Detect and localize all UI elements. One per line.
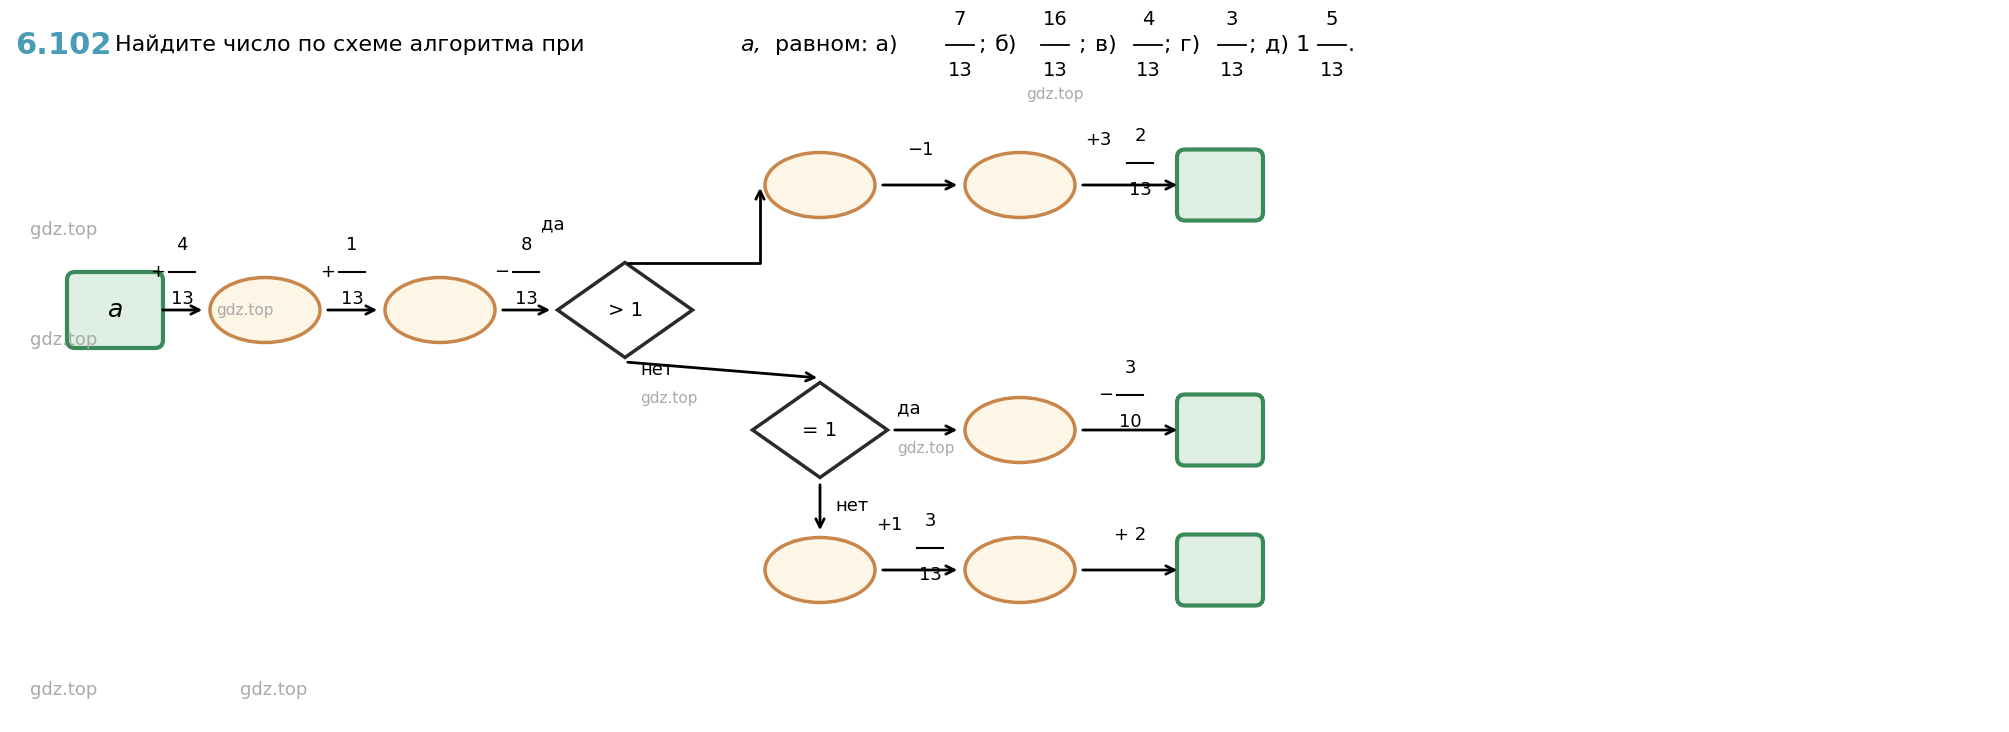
Text: 13: 13 bbox=[514, 290, 538, 308]
Text: 6.102: 6.102 bbox=[14, 31, 113, 59]
Text: д) 1: д) 1 bbox=[1266, 35, 1310, 55]
Text: +3: +3 bbox=[1085, 131, 1113, 149]
Text: да: да bbox=[896, 399, 920, 417]
Text: Найдите число по схеме алгоритма при: Найдите число по схеме алгоритма при bbox=[115, 34, 585, 55]
Text: 13: 13 bbox=[171, 290, 193, 308]
Text: gdz.top: gdz.top bbox=[30, 221, 96, 239]
Text: −: − bbox=[1097, 386, 1113, 404]
Text: 1: 1 bbox=[346, 236, 358, 254]
Text: 2: 2 bbox=[1135, 127, 1145, 145]
Ellipse shape bbox=[765, 152, 876, 217]
Ellipse shape bbox=[211, 277, 319, 343]
Text: 10: 10 bbox=[1119, 413, 1141, 431]
Text: gdz.top: gdz.top bbox=[239, 681, 307, 699]
Text: 13: 13 bbox=[948, 61, 972, 80]
Text: gdz.top: gdz.top bbox=[217, 302, 273, 318]
Text: −: − bbox=[494, 263, 508, 281]
Ellipse shape bbox=[964, 397, 1075, 463]
Polygon shape bbox=[559, 263, 693, 357]
Text: 13: 13 bbox=[918, 566, 942, 584]
Text: = 1: = 1 bbox=[802, 420, 838, 439]
Text: нет: нет bbox=[836, 497, 868, 515]
Text: г): г) bbox=[1179, 35, 1199, 55]
Text: +: + bbox=[319, 263, 336, 281]
Text: 13: 13 bbox=[1219, 61, 1244, 80]
Text: 13: 13 bbox=[1129, 181, 1151, 199]
Text: gdz.top: gdz.top bbox=[1027, 88, 1083, 102]
Text: в): в) bbox=[1095, 35, 1117, 55]
Text: ;: ; bbox=[1079, 35, 1085, 55]
Text: > 1: > 1 bbox=[607, 301, 643, 319]
Polygon shape bbox=[753, 383, 888, 477]
Text: $a$,: $a$, bbox=[739, 35, 759, 55]
Text: .: . bbox=[1348, 35, 1354, 55]
Text: 13: 13 bbox=[1320, 61, 1344, 80]
Text: нет: нет bbox=[641, 361, 673, 379]
Text: 4: 4 bbox=[1141, 10, 1155, 29]
Text: + 2: + 2 bbox=[1113, 526, 1145, 544]
Ellipse shape bbox=[964, 152, 1075, 217]
Text: равном: а): равном: а) bbox=[775, 35, 898, 55]
Text: +: + bbox=[151, 263, 165, 281]
Text: 7: 7 bbox=[954, 10, 966, 29]
Text: 8: 8 bbox=[520, 236, 532, 254]
Text: 3: 3 bbox=[1125, 359, 1135, 377]
FancyBboxPatch shape bbox=[66, 272, 163, 348]
Text: 5: 5 bbox=[1326, 10, 1338, 29]
Ellipse shape bbox=[386, 277, 494, 343]
Text: 3: 3 bbox=[924, 512, 936, 530]
Text: ;: ; bbox=[978, 35, 986, 55]
Text: gdz.top: gdz.top bbox=[30, 681, 96, 699]
Text: +1: +1 bbox=[876, 516, 902, 534]
Text: ;: ; bbox=[1163, 35, 1171, 55]
Text: б): б) bbox=[994, 35, 1017, 55]
FancyBboxPatch shape bbox=[1177, 395, 1264, 466]
Text: $a$: $a$ bbox=[106, 298, 123, 322]
Text: да: да bbox=[540, 215, 565, 233]
Text: 13: 13 bbox=[342, 290, 364, 308]
FancyBboxPatch shape bbox=[1177, 149, 1264, 220]
Text: ;: ; bbox=[1248, 35, 1256, 55]
Ellipse shape bbox=[765, 537, 876, 602]
Text: gdz.top: gdz.top bbox=[896, 441, 954, 455]
Text: 13: 13 bbox=[1135, 61, 1161, 80]
Text: −1: −1 bbox=[906, 141, 934, 159]
Text: 13: 13 bbox=[1043, 61, 1067, 80]
Text: gdz.top: gdz.top bbox=[641, 390, 697, 406]
FancyBboxPatch shape bbox=[1177, 534, 1264, 605]
Text: gdz.top: gdz.top bbox=[30, 331, 96, 349]
Ellipse shape bbox=[964, 537, 1075, 602]
Text: 4: 4 bbox=[177, 236, 187, 254]
Text: 3: 3 bbox=[1225, 10, 1238, 29]
Text: 16: 16 bbox=[1043, 10, 1067, 29]
